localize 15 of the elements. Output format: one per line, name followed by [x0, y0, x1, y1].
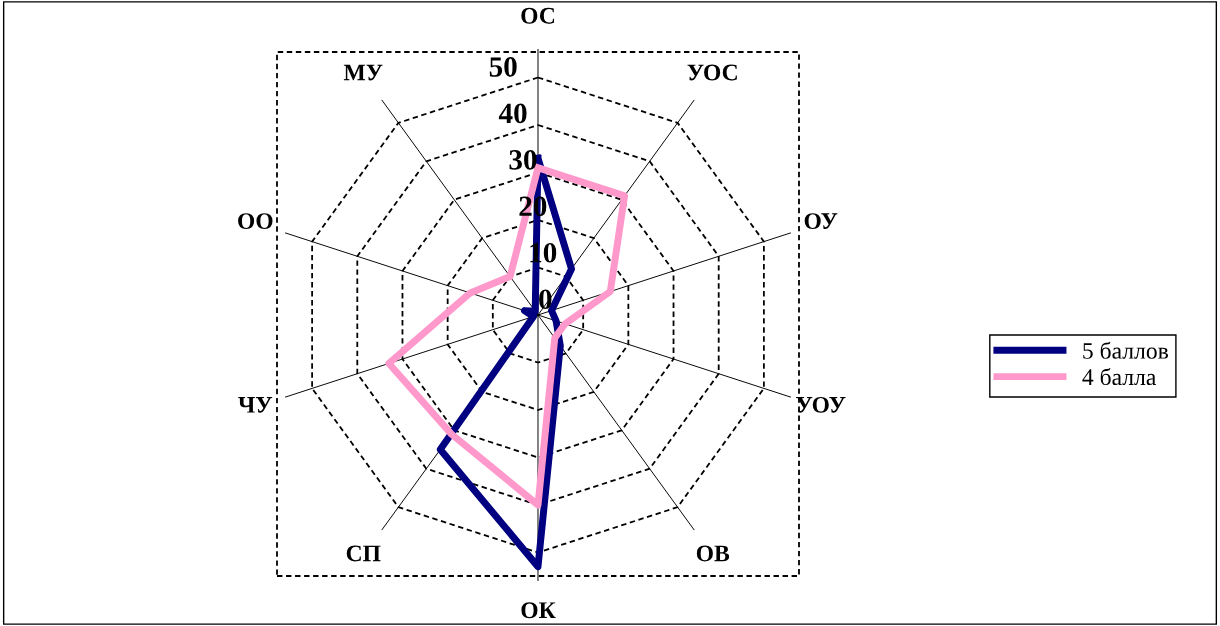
legend-label: 4 балла [1082, 367, 1157, 386]
spoke-label: ЧУ [238, 397, 273, 413]
spoke-label: УОУ [796, 396, 846, 413]
spoke-label: ОО [238, 213, 273, 230]
spoke-label: ОУ [804, 213, 838, 230]
spoke-label: ОК [521, 602, 556, 619]
y-tick-label: 50 [489, 57, 517, 77]
y-tick-label: 40 [498, 103, 527, 124]
legend-label: 5 баллов [1083, 341, 1169, 359]
spoke-label: ОС [521, 7, 555, 24]
spoke-label: ОВ [696, 545, 730, 562]
spoke-label: МУ [343, 64, 383, 81]
spoke-label: УОС [687, 64, 737, 81]
spoke-label: СП [346, 545, 381, 562]
y-tick-label: 0 [539, 289, 552, 310]
